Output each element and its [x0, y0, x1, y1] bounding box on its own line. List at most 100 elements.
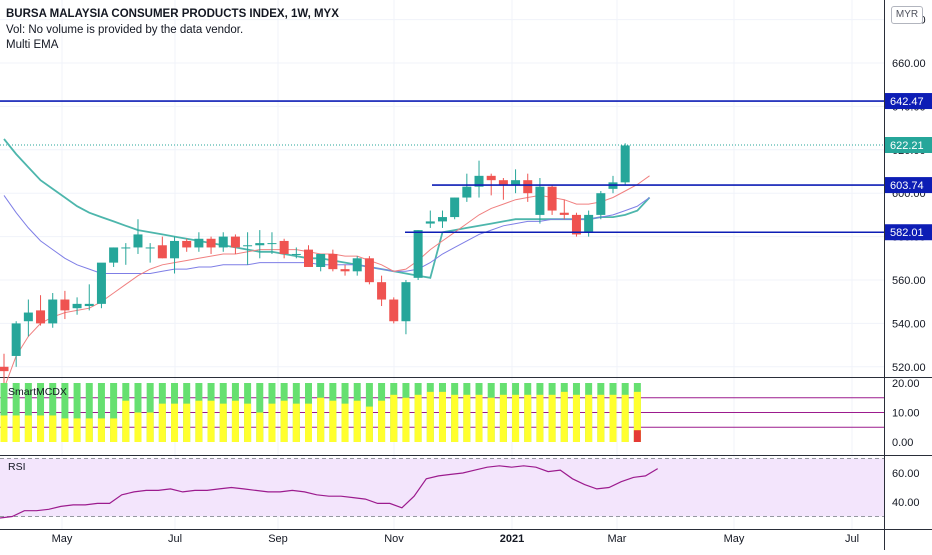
candle — [450, 197, 460, 220]
mcdx-yellow-bar — [146, 412, 154, 442]
candle-body — [328, 253, 338, 270]
mcdx-yellow-bar — [256, 412, 264, 442]
time-tick-label: Mar — [608, 533, 627, 545]
candle-body — [364, 258, 374, 283]
mcdx-yellow-bar — [524, 394, 532, 442]
time-tick-label: Nov — [384, 533, 404, 545]
candle-body — [243, 245, 253, 247]
candle-body — [401, 282, 411, 322]
time-tick-label: Jul — [168, 533, 182, 545]
candle — [279, 238, 289, 259]
mcdx-yellow-bar — [499, 394, 507, 442]
ema-mid-line — [3, 195, 650, 274]
price-tick-label: 560.00 — [892, 275, 926, 287]
smartmcdx-pane[interactable] — [0, 383, 884, 442]
candle-body — [352, 258, 362, 272]
price-label-badge: 622.21 — [885, 137, 932, 154]
candle — [109, 247, 119, 267]
mcdx-yellow-bar — [219, 403, 227, 442]
candle — [170, 236, 180, 274]
price-label-badge: 582.01 — [885, 224, 932, 241]
candle-body — [145, 247, 155, 249]
mcdx-yellow-bar — [390, 394, 398, 442]
candle — [121, 243, 131, 265]
mcdx-yellow-bar — [183, 403, 191, 442]
candle — [206, 236, 216, 254]
symbol-title[interactable]: BURSA MALAYSIA CONSUMER PRODUCTS INDEX, … — [6, 8, 339, 20]
mcdx-yellow-bar — [597, 394, 605, 442]
mcdx-yellow-bar — [463, 394, 471, 442]
candle-body — [255, 243, 265, 246]
ema-long-line — [3, 138, 651, 279]
mcdx-yellow-bar — [402, 397, 410, 442]
candle — [243, 232, 253, 265]
candle — [145, 243, 155, 263]
candle — [304, 245, 313, 267]
rsi-pane[interactable] — [0, 458, 884, 519]
candle — [255, 230, 265, 259]
mcdx-yellow-bar — [548, 394, 556, 442]
price-axis[interactable]: 680.00660.00640.00620.00600.00580.00560.… — [885, 15, 932, 509]
candle — [523, 173, 533, 202]
mcdx-yellow-bar — [122, 400, 130, 442]
currency-button[interactable]: MYR — [891, 6, 923, 24]
candle — [48, 293, 58, 328]
candle — [267, 232, 277, 254]
time-tick-label: May — [52, 533, 73, 545]
candle-body — [60, 299, 70, 311]
mcdx-red-bar — [633, 430, 641, 442]
candle-body — [316, 253, 326, 267]
mcdx-yellow-bar — [633, 391, 641, 442]
candle-body — [450, 197, 460, 218]
candle-body — [559, 212, 569, 215]
mcdx-yellow-bar — [305, 403, 312, 442]
candle-body — [474, 175, 484, 187]
candle — [72, 297, 82, 315]
candle-body — [389, 299, 399, 322]
mcdx-tick-label: 0.00 — [892, 437, 913, 449]
candle-body — [535, 186, 545, 215]
price-label-badge: 642.47 — [885, 93, 932, 110]
candle-body — [267, 243, 277, 245]
mcdx-yellow-bar — [12, 415, 20, 442]
candle — [194, 232, 204, 252]
candle-body — [620, 145, 630, 183]
candle — [218, 232, 228, 252]
time-axis[interactable]: May Jul Sep Nov 2021 Mar May Jul — [52, 533, 859, 545]
candle-body — [157, 245, 167, 259]
rsi-label[interactable]: RSI — [8, 461, 26, 473]
candle — [157, 236, 167, 259]
mcdx-yellow-bar — [37, 415, 45, 442]
candle-body — [304, 249, 313, 267]
mcdx-yellow-bar — [572, 394, 580, 442]
candle-body — [206, 238, 216, 248]
candle — [425, 210, 435, 228]
mcdx-yellow-bar — [451, 394, 459, 442]
smartmcdx-label[interactable]: SmartMCDX — [8, 386, 67, 398]
mcdx-yellow-bar — [475, 394, 483, 442]
mcdx-tick-label: 10.00 — [892, 408, 920, 420]
candle — [498, 178, 508, 200]
mcdx-yellow-bar — [329, 400, 337, 442]
candle — [230, 234, 240, 254]
multi-ema-legend[interactable]: Multi EMA — [6, 39, 59, 51]
candle-body — [133, 234, 143, 248]
mcdx-green-bar — [61, 383, 69, 442]
price-label-value: 622.21 — [890, 140, 924, 152]
mcdx-green-bar — [37, 383, 45, 442]
mcdx-yellow-bar — [280, 400, 288, 442]
candle — [364, 256, 374, 285]
candle-body — [571, 214, 581, 235]
candle-body — [279, 240, 289, 254]
mcdx-yellow-bar — [268, 403, 276, 442]
candle-body — [48, 299, 58, 324]
candle-body — [11, 323, 21, 356]
price-pane[interactable] — [0, 100, 884, 389]
mcdx-green-bar — [49, 383, 57, 442]
candle — [340, 264, 350, 276]
mcdx-yellow-bar — [171, 403, 179, 442]
time-tick-label: Sep — [268, 533, 288, 545]
candle-body — [377, 282, 387, 300]
